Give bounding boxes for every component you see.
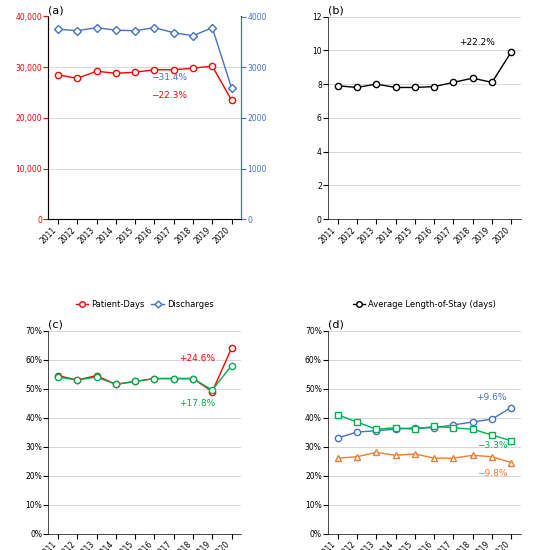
Text: (b): (b): [328, 6, 344, 16]
Text: (c): (c): [48, 320, 63, 330]
Text: (d): (d): [328, 320, 344, 330]
Text: −9.8%: −9.8%: [476, 469, 507, 477]
Text: +17.8%: +17.8%: [179, 399, 216, 408]
Text: +24.6%: +24.6%: [179, 354, 215, 363]
Text: +22.2%: +22.2%: [459, 38, 495, 47]
Text: −22.3%: −22.3%: [150, 91, 186, 100]
Legend: Average Length-of-Stay (days): Average Length-of-Stay (days): [349, 297, 499, 312]
Legend: Patient-Days, Discharges: Patient-Days, Discharges: [72, 297, 217, 312]
Text: +9.6%: +9.6%: [476, 393, 507, 402]
Text: −31.4%: −31.4%: [150, 73, 187, 82]
Text: −3.3%: −3.3%: [476, 441, 507, 450]
Text: (a): (a): [48, 6, 64, 16]
